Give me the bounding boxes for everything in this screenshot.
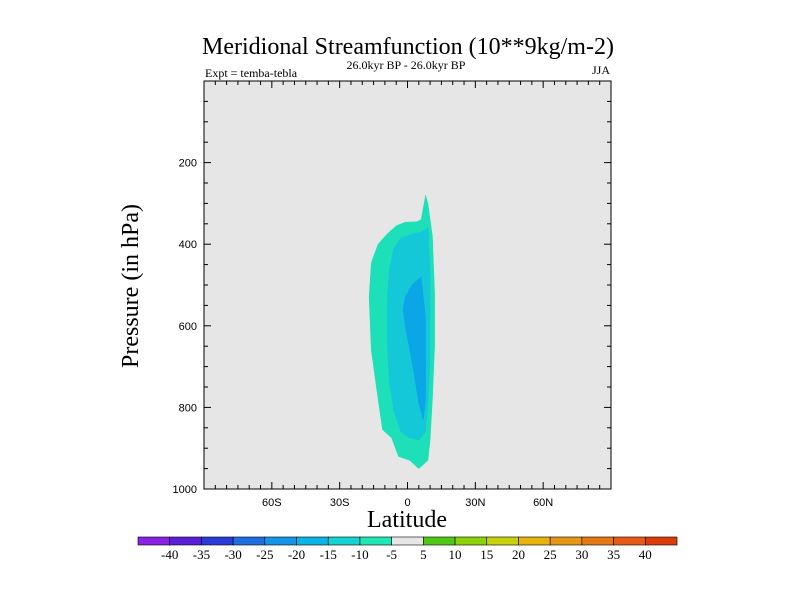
- chart-title: Meridional Streamfunction (10**9kg/m-2): [202, 34, 614, 60]
- colorbar-swatch: [137, 536, 171, 546]
- colorbar-swatch: [264, 536, 297, 546]
- colorbar-swatch: [327, 536, 361, 546]
- colorbar-swatch: [232, 536, 266, 546]
- y-tick-label: 600: [179, 321, 197, 333]
- colorbar-swatch: [549, 536, 583, 546]
- colorbar-swatch: [296, 536, 329, 546]
- y-axis: 200 400 600 800 1000: [173, 100, 611, 496]
- x-tick-label: 60S: [262, 497, 282, 509]
- chart-subtitle: 26.0kyr BP - 26.0kyr BP: [347, 58, 466, 72]
- colorbar-label: -10: [351, 547, 368, 562]
- season-label: JJA: [592, 63, 610, 77]
- y-tick-label: 200: [179, 158, 197, 170]
- x-axis-label: Latitude: [367, 507, 447, 533]
- colorbar-label: 5: [420, 547, 427, 562]
- colorbar-swatch: [391, 536, 424, 546]
- colorbar-label: -5: [386, 547, 397, 562]
- colorbar-label: 30: [575, 547, 588, 562]
- colorbar-swatch: [486, 536, 519, 546]
- colorbar-swatch: [581, 536, 614, 546]
- colorbar-label: -20: [288, 547, 305, 562]
- colorbar-swatch: [613, 536, 646, 546]
- y-tick-label: 1000: [173, 484, 197, 496]
- colorbar-label: 35: [607, 547, 620, 562]
- colorbar-swatch: [169, 536, 202, 546]
- colorbar-label: -35: [193, 547, 210, 562]
- colorbar-swatch: [518, 536, 551, 546]
- colorbar-swatch: [644, 536, 678, 546]
- colorbar-swatch: [454, 536, 488, 546]
- y-tick-label: 400: [179, 239, 197, 251]
- x-tick-label: 30N: [465, 497, 485, 509]
- x-axis: 60S 30S 0 30N 60N: [214, 81, 601, 509]
- colorbar-label: 15: [480, 547, 493, 562]
- x-tick-label: 0: [404, 497, 410, 509]
- colorbar-label: -30: [224, 547, 241, 562]
- colorbar-swatch: [423, 536, 456, 546]
- colorbar-swatch: [359, 536, 392, 546]
- colorbar-label: 25: [544, 547, 557, 562]
- x-tick-label: 60N: [533, 497, 553, 509]
- colorbar-label: -40: [161, 547, 178, 562]
- colorbar-label: 40: [639, 547, 652, 562]
- colorbar-label: 20: [512, 547, 525, 562]
- colorbar-label: 10: [449, 547, 462, 562]
- experiment-label: Expt = temba-tebla: [205, 66, 298, 80]
- x-tick-label: 30S: [330, 497, 350, 509]
- colorbar-label: -15: [320, 547, 337, 562]
- y-axis-label: Pressure (in hPa): [118, 204, 144, 368]
- colorbar: -40 -35 -30 -25 -20 -15 -10 -5 5 10 15 20 25 30 35 40: [137, 536, 678, 562]
- contour-band-3: [402, 276, 426, 420]
- colorbar-swatch: [201, 536, 234, 546]
- contour-layer: [368, 195, 435, 469]
- colorbar-label: -25: [256, 547, 273, 562]
- y-tick-label: 800: [179, 402, 197, 414]
